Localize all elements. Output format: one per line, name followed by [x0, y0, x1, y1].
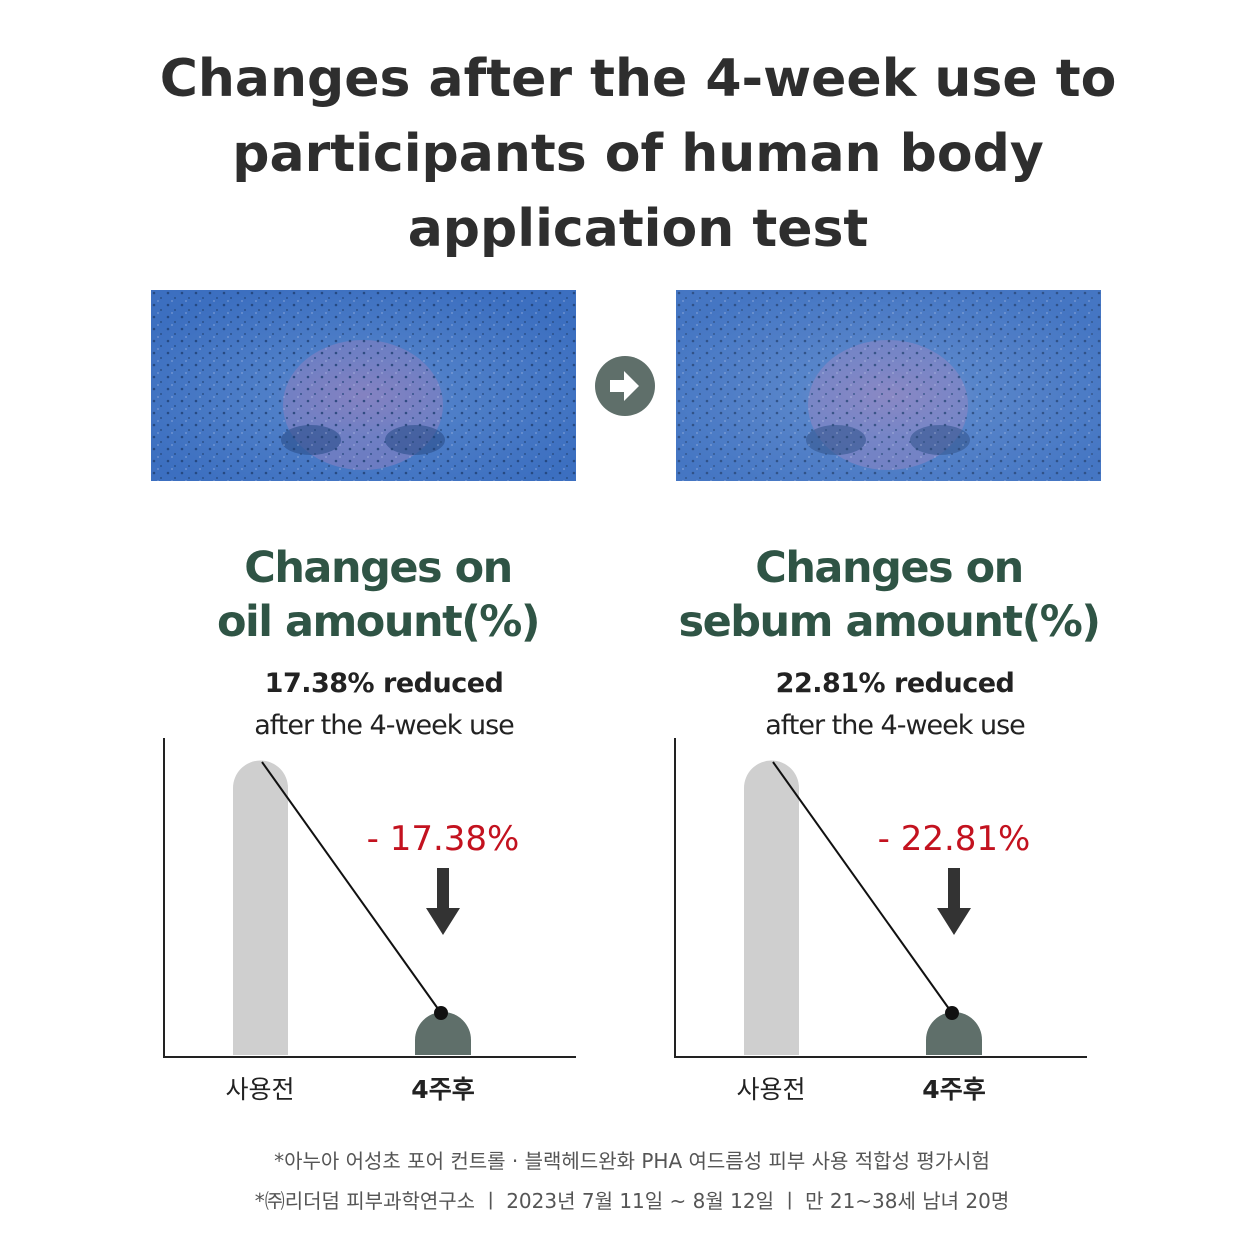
panel-summary: 22.81% reduced	[776, 668, 1015, 699]
axis	[674, 738, 1087, 1058]
before-photo	[151, 290, 576, 481]
x-label: 사용전	[736, 1075, 805, 1104]
panel-note: after the 4-week use	[254, 710, 514, 741]
change-label: - 17.38%	[367, 819, 520, 859]
after-bar	[415, 1012, 471, 1055]
change-label: - 22.81%	[878, 819, 1031, 859]
before-bar	[233, 760, 288, 1055]
axis	[163, 738, 576, 1058]
trend-line	[261, 761, 442, 1014]
down-arrow	[937, 868, 971, 935]
panel-heading: oil amount(%)	[217, 597, 539, 647]
title-line: application test	[408, 199, 869, 259]
footnote: *㈜리더덤 피부과학연구소 ㅣ 2023년 7월 11일 ~ 8월 12일 ㅣ …	[255, 1189, 1010, 1213]
x-label: 4주후	[922, 1075, 985, 1104]
title-line: participants of human body	[232, 124, 1043, 184]
before-bar	[744, 760, 799, 1055]
footnote: *아누아 어성초 포어 컨트롤 · 블랙헤드완화 PHA 여드름성 피부 사용 …	[274, 1149, 990, 1173]
panel-summary: 17.38% reduced	[265, 668, 504, 699]
after-bar	[926, 1012, 982, 1055]
x-label: 4주후	[411, 1075, 474, 1104]
x-label: 사용전	[225, 1075, 294, 1104]
arrow-icon	[595, 356, 655, 416]
after-photo	[676, 290, 1101, 481]
trend-line	[772, 761, 953, 1014]
down-arrow	[426, 868, 460, 935]
panel-heading: Changes on	[244, 543, 511, 593]
trend-dot	[434, 1006, 448, 1020]
title-line: Changes after the 4-week use to	[160, 49, 1117, 109]
panel-heading: sebum amount(%)	[679, 597, 1100, 647]
panel-note: after the 4-week use	[765, 710, 1025, 741]
trend-dot	[945, 1006, 959, 1020]
panel-heading: Changes on	[755, 543, 1022, 593]
